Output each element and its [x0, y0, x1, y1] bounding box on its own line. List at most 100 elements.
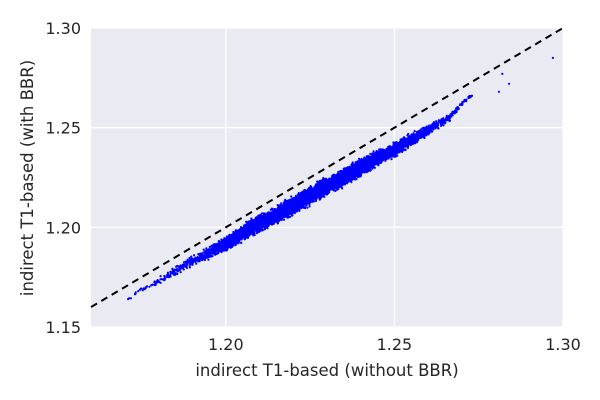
- scatter-point: [230, 233, 233, 236]
- scatter-point: [278, 211, 281, 215]
- scatter-point: [311, 200, 315, 203]
- scatter-point: [203, 250, 206, 254]
- scatter-point: [176, 272, 179, 275]
- scatter-points: [126, 56, 554, 301]
- scatter-point: [291, 202, 294, 206]
- scatter-point: [280, 218, 283, 221]
- scatter-point: [291, 198, 294, 201]
- scatter-point: [266, 216, 270, 219]
- scatter-point: [287, 214, 290, 217]
- scatter-point: [299, 195, 302, 198]
- scatter-point: [209, 245, 212, 248]
- scatter-point: [237, 232, 240, 236]
- scatter-point: [184, 264, 187, 267]
- scatter-point: [285, 214, 288, 217]
- scatter-point: [237, 242, 240, 245]
- scatter-point: [260, 223, 263, 226]
- scatter-point: [245, 229, 249, 232]
- scatter-point: [284, 198, 287, 201]
- scatter-point: [241, 232, 244, 236]
- scatter-point: [305, 190, 309, 193]
- scatter-point: [129, 297, 133, 300]
- scatter-point: [228, 237, 231, 240]
- scatter-point: [276, 213, 279, 216]
- scatter-point: [290, 200, 293, 203]
- scatter-point: [261, 220, 265, 223]
- scatter-point: [217, 239, 220, 243]
- scatter-point: [225, 240, 229, 243]
- scatter-point: [292, 209, 295, 213]
- scatter-point: [255, 222, 258, 225]
- scatter-point: [151, 283, 154, 286]
- scatter-point: [243, 232, 247, 235]
- scatter-point: [253, 223, 256, 226]
- scatter-point: [220, 247, 223, 251]
- scatter-point: [255, 225, 258, 228]
- scatter-point: [225, 237, 228, 240]
- scatter-point: [299, 205, 302, 208]
- scatter-point: [260, 212, 264, 215]
- scatter-point: [297, 196, 300, 199]
- scatter-point: [237, 239, 240, 243]
- scatter-point: [168, 275, 171, 278]
- scatter-point: [260, 216, 264, 219]
- scatter-point: [270, 221, 273, 224]
- scatter-point: [140, 287, 143, 290]
- scatter-point: [195, 258, 198, 261]
- scatter-point: [182, 263, 185, 266]
- scatter-point: [297, 208, 301, 211]
- scatter-point: [259, 214, 263, 217]
- scatter-point: [243, 236, 247, 239]
- scatter-point: [225, 249, 228, 252]
- scatter-point: [179, 271, 182, 274]
- scatter-point: [239, 229, 242, 232]
- scatter-point: [245, 220, 248, 223]
- scatter-point: [283, 218, 286, 221]
- plot-background: [91, 28, 563, 327]
- scatter-point: [182, 265, 186, 268]
- scatter-point: [264, 221, 268, 224]
- scatter-point: [313, 190, 316, 193]
- scatter-point: [163, 278, 166, 281]
- scatter-point: [210, 248, 213, 251]
- scatter-point: [153, 280, 156, 284]
- scatter-point: [314, 194, 317, 197]
- scatter-point: [309, 192, 312, 195]
- scatter-point: [281, 214, 284, 217]
- scatter-point: [251, 229, 254, 232]
- scatter-point: [279, 204, 282, 207]
- scatter-point: [228, 242, 231, 245]
- scatter-point: [186, 261, 189, 265]
- scatter-point: [202, 248, 205, 251]
- scatter-point: [252, 234, 255, 237]
- scatter-point: [239, 241, 243, 244]
- scatter-point: [278, 217, 282, 220]
- scatter-point: [280, 210, 284, 213]
- scatter-point: [282, 204, 286, 207]
- scatter-point: [287, 199, 290, 202]
- scatter-point: [212, 243, 216, 246]
- scatter-point: [264, 215, 267, 218]
- scatter-point: [293, 202, 296, 205]
- scatter-point: [186, 259, 189, 262]
- scatter-point: [223, 237, 226, 240]
- scatter-point: [243, 237, 247, 241]
- scatter-point: [189, 262, 192, 265]
- scatter-point: [232, 238, 235, 241]
- scatter-point: [194, 256, 197, 259]
- scatter-point: [240, 236, 243, 239]
- scatter-point: [254, 216, 257, 219]
- scatter-point: [306, 206, 309, 209]
- scatter-point: [251, 222, 254, 225]
- scatter-point: [148, 285, 151, 288]
- scatter-point: [270, 212, 273, 215]
- scatter-point: [205, 247, 208, 250]
- scatter-point: [273, 214, 276, 217]
- scatter-point: [171, 267, 174, 271]
- scatter-point: [227, 239, 230, 243]
- scatter-point: [128, 297, 131, 300]
- scatter-point: [323, 195, 326, 198]
- scatter-point: [325, 192, 328, 196]
- scatter-point: [222, 249, 225, 252]
